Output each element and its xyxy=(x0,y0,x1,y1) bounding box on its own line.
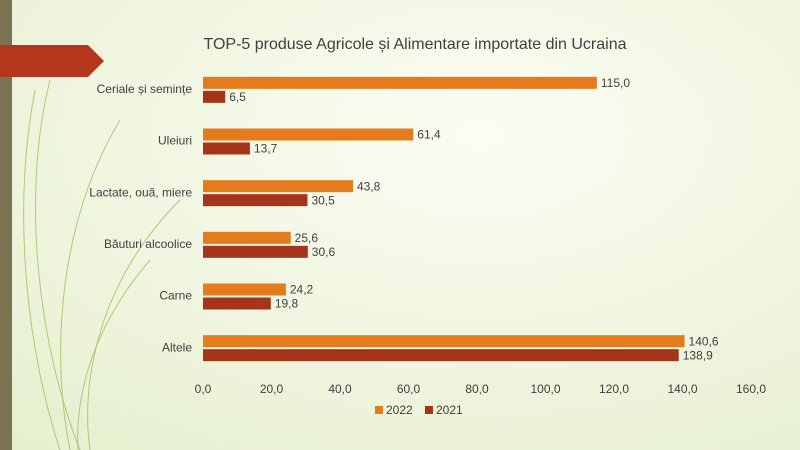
bar xyxy=(203,180,354,193)
x-tick-label: 120,0 xyxy=(599,382,629,396)
x-tick-label: 60,0 xyxy=(397,382,421,396)
value-label: 140,6 xyxy=(689,334,719,348)
y-tick-label: Băuturi alcoolice xyxy=(104,237,192,251)
x-tick-label: 80,0 xyxy=(465,382,489,396)
value-label: 30,5 xyxy=(311,193,335,207)
decor-curves xyxy=(23,79,181,450)
y-tick-label: Uleiuri xyxy=(158,134,192,148)
y-tick-label: Lactate, ouă, miere xyxy=(89,185,192,199)
bar xyxy=(203,194,308,207)
bar xyxy=(203,231,291,244)
y-tick-label: Ceriale și semințe xyxy=(97,82,193,96)
x-tick-label: 0,0 xyxy=(195,382,212,396)
legend-swatch xyxy=(375,406,383,414)
value-label: 43,8 xyxy=(357,179,381,193)
value-label: 25,6 xyxy=(295,231,319,245)
bar xyxy=(203,297,271,310)
bar xyxy=(203,283,286,296)
value-label: 13,7 xyxy=(254,142,278,156)
legend-swatch xyxy=(425,406,433,414)
value-label: 61,4 xyxy=(417,128,441,142)
bar xyxy=(203,128,414,141)
legend-label: 2022 xyxy=(386,403,413,417)
y-tick-label: Altele xyxy=(162,340,192,354)
bar xyxy=(203,349,679,362)
bar xyxy=(203,76,597,89)
x-tick-label: 40,0 xyxy=(328,382,352,396)
chart-title: TOP-5 produse Agricole și Alimentare imp… xyxy=(203,36,626,53)
x-tick-label: 20,0 xyxy=(260,382,284,396)
bar xyxy=(203,245,308,258)
value-label: 19,8 xyxy=(275,297,299,311)
legend-label: 2021 xyxy=(436,403,463,417)
x-tick-label: 160,0 xyxy=(736,382,766,396)
value-label: 30,6 xyxy=(312,245,336,259)
x-tick-label: 140,0 xyxy=(667,382,697,396)
bar xyxy=(203,335,685,348)
value-label: 6,5 xyxy=(229,90,246,104)
bar xyxy=(203,90,226,103)
value-label: 115,0 xyxy=(601,76,630,90)
value-label: 24,2 xyxy=(290,283,314,297)
y-tick-label: Carne xyxy=(159,289,192,303)
side-strip xyxy=(0,0,12,450)
bar xyxy=(203,142,250,155)
value-label: 138,9 xyxy=(683,348,713,362)
x-tick-label: 100,0 xyxy=(530,382,560,396)
arrow-banner xyxy=(0,45,104,77)
